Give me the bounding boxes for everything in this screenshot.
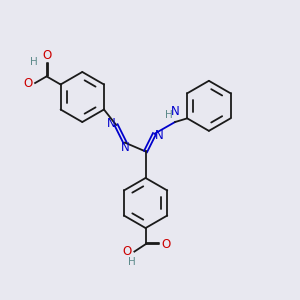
Text: N: N xyxy=(121,141,129,154)
Text: N: N xyxy=(171,106,179,118)
Text: O: O xyxy=(23,76,33,89)
Text: H: H xyxy=(128,257,135,268)
Text: H: H xyxy=(165,110,172,120)
Text: O: O xyxy=(42,49,51,62)
Text: O: O xyxy=(123,245,132,258)
Text: H: H xyxy=(30,57,38,67)
Text: O: O xyxy=(161,238,170,251)
Text: N: N xyxy=(106,117,115,130)
Text: N: N xyxy=(155,129,164,142)
